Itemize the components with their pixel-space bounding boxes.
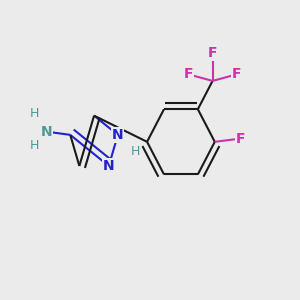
Text: N: N <box>40 124 52 139</box>
Text: N: N <box>112 128 124 142</box>
Text: H: H <box>131 146 140 158</box>
Text: F: F <box>184 68 193 81</box>
Text: H: H <box>30 107 39 120</box>
Text: F: F <box>208 46 217 60</box>
Text: N: N <box>103 159 115 173</box>
Text: H: H <box>30 139 39 152</box>
Text: F: F <box>232 68 242 81</box>
Text: F: F <box>236 131 245 146</box>
